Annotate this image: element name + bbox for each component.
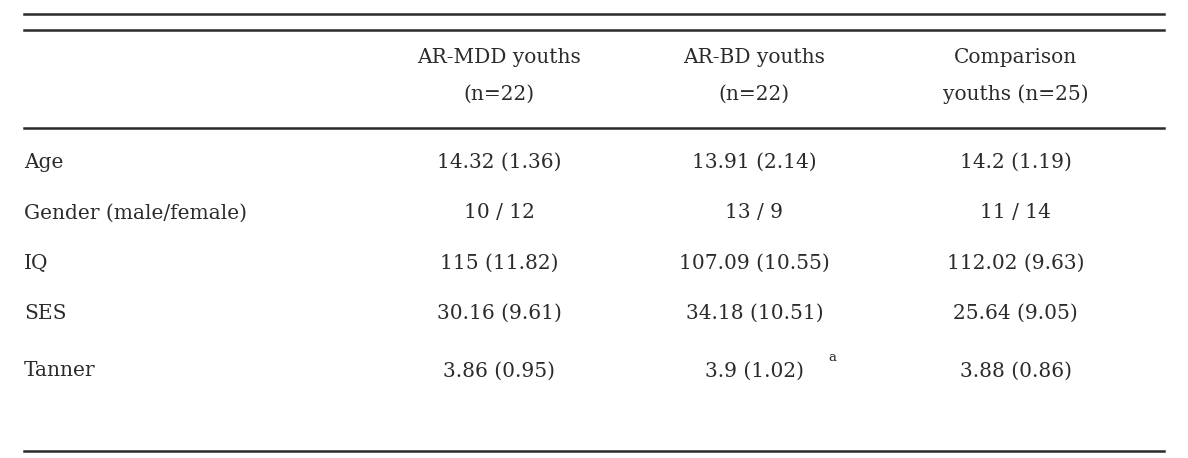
Text: Gender (male/female): Gender (male/female) [24,203,247,223]
Text: AR-MDD youths: AR-MDD youths [417,48,581,67]
Text: 107.09 (10.55): 107.09 (10.55) [680,254,829,273]
Text: 13 / 9: 13 / 9 [726,203,783,223]
Text: 3.88 (0.86): 3.88 (0.86) [960,361,1072,381]
Text: (n=22): (n=22) [719,84,790,104]
Text: 112.02 (9.63): 112.02 (9.63) [947,254,1085,273]
Text: 3.9 (1.02): 3.9 (1.02) [704,361,804,381]
Text: AR-BD youths: AR-BD youths [683,48,826,67]
Text: 115 (11.82): 115 (11.82) [440,254,558,273]
Text: Tanner: Tanner [24,361,95,381]
Text: 11 / 14: 11 / 14 [980,203,1051,223]
Text: SES: SES [24,304,67,323]
Text: IQ: IQ [24,254,49,273]
Text: a: a [828,351,836,364]
Text: 30.16 (9.61): 30.16 (9.61) [436,304,562,323]
Text: 13.91 (2.14): 13.91 (2.14) [693,153,816,172]
Text: (n=22): (n=22) [463,84,535,104]
Text: youths (n=25): youths (n=25) [943,84,1088,104]
Text: Comparison: Comparison [954,48,1078,67]
Text: Age: Age [24,153,63,172]
Text: 14.32 (1.36): 14.32 (1.36) [437,153,561,172]
Text: 34.18 (10.51): 34.18 (10.51) [685,304,823,323]
Text: 3.86 (0.95): 3.86 (0.95) [443,361,555,381]
Text: 10 / 12: 10 / 12 [463,203,535,223]
Text: 25.64 (9.05): 25.64 (9.05) [953,304,1079,323]
Text: 14.2 (1.19): 14.2 (1.19) [960,153,1072,172]
